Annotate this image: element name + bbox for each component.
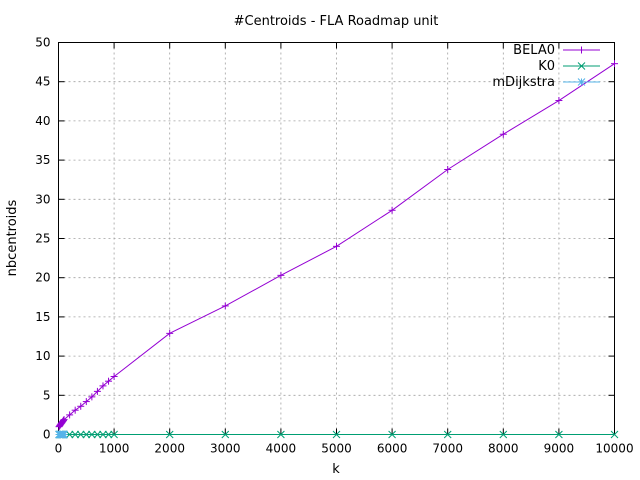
- data-point: [93, 387, 101, 395]
- data-point: [99, 430, 107, 439]
- legend-marker: [577, 78, 586, 86]
- x-tick-label: 5000: [321, 442, 352, 456]
- x-tick-label: 4000: [266, 442, 297, 456]
- data-point: [388, 206, 396, 214]
- x-tick-label: 8000: [488, 442, 519, 456]
- data-point: [88, 393, 96, 401]
- data-point: [277, 430, 285, 439]
- data-point: [110, 430, 118, 439]
- data-point: [105, 377, 113, 385]
- x-tick-label: 3000: [210, 442, 241, 456]
- y-tick-label: 35: [35, 153, 50, 167]
- data-point: [59, 417, 67, 425]
- data-point: [82, 430, 91, 439]
- y-tick-label: 30: [35, 192, 50, 206]
- data-point: [555, 430, 563, 439]
- legend-marker: [577, 62, 586, 70]
- data-point: [165, 430, 174, 439]
- data-point: [66, 411, 74, 419]
- y-tick-label: 45: [35, 75, 50, 89]
- data-point: [333, 242, 340, 250]
- data-point: [332, 430, 341, 439]
- data-point: [555, 97, 563, 105]
- legend-label: BELA0: [513, 43, 555, 58]
- data-point: [104, 430, 113, 439]
- data-point: [77, 402, 85, 410]
- data-point: [71, 430, 80, 439]
- x-tick-label: 2000: [154, 442, 185, 456]
- legend-label: mDijkstra: [492, 75, 555, 90]
- data-point: [88, 430, 96, 439]
- data-point: [388, 430, 396, 439]
- data-point: [99, 382, 107, 390]
- y-axis-label: nbcentroids: [5, 199, 20, 276]
- legend-marker: [578, 46, 585, 54]
- data-point: [443, 430, 452, 439]
- x-tick-label: 10000: [595, 442, 633, 456]
- y-tick-label: 10: [35, 349, 50, 363]
- data-point: [221, 430, 230, 439]
- chart-title: #Centroids - FLA Roadmap unit: [234, 14, 439, 29]
- data-point: [444, 166, 452, 174]
- data-point: [93, 430, 102, 439]
- series-layer: [55, 60, 619, 439]
- data-point: [277, 271, 285, 279]
- x-tick-label: 1000: [99, 442, 130, 456]
- grid-layer: [58, 42, 615, 435]
- series-bela0: [55, 60, 618, 431]
- y-tick-label: 15: [35, 310, 50, 324]
- data-point: [611, 60, 618, 68]
- data-point: [60, 416, 68, 424]
- data-point: [499, 130, 507, 138]
- data-point: [71, 406, 79, 414]
- y-tick-label: 25: [35, 232, 50, 246]
- x-axis-label: k: [332, 462, 340, 477]
- legend-label: K0: [538, 59, 555, 74]
- data-point: [166, 329, 174, 337]
- data-point: [610, 430, 619, 439]
- y-tick-label: 20: [35, 271, 50, 285]
- data-point: [221, 302, 229, 310]
- x-tick-label: 6000: [377, 442, 408, 456]
- data-point: [60, 430, 68, 439]
- ticks-layer: 0 5 10 15 20 25 30 35 40 45 50 0 1000 2000 3000 4000 500…: [35, 36, 633, 456]
- y-tick-label: 40: [35, 114, 50, 128]
- y-tick-label: 50: [35, 36, 50, 50]
- data-point: [65, 430, 74, 439]
- x-tick-label: 7000: [432, 442, 463, 456]
- data-point: [76, 430, 85, 439]
- y-tick-label: 5: [43, 388, 51, 402]
- data-point: [110, 372, 118, 380]
- data-point: [499, 430, 508, 439]
- x-tick-label: 9000: [544, 442, 575, 456]
- x-tick-label: 0: [55, 442, 63, 456]
- y-tick-label: 0: [43, 428, 51, 442]
- series-mdijkstra: [55, 430, 68, 439]
- data-point: [60, 416, 68, 424]
- data-point: [82, 398, 90, 406]
